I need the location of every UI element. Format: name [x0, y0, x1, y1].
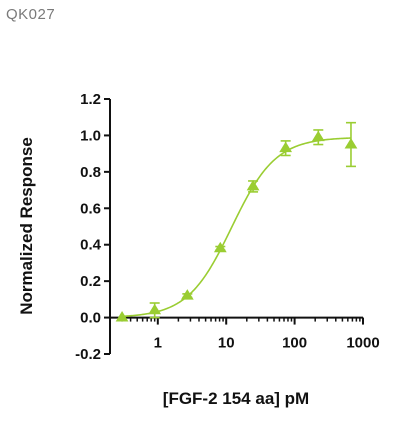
data-point	[246, 179, 260, 191]
data-point-layer	[115, 130, 358, 322]
data-point	[279, 141, 293, 153]
y-tick-label: 0.6	[80, 200, 101, 217]
product-code: QK027	[6, 6, 56, 23]
data-point	[115, 311, 129, 322]
data-point	[213, 241, 227, 253]
fit-curve-layer	[121, 137, 351, 318]
error-bar-layer	[149, 121, 356, 319]
x-tick-label: 100	[282, 335, 307, 352]
y-tick-label: 1.0	[80, 127, 101, 144]
y-tick-label: 1.2	[80, 91, 101, 108]
axes: -0.2 0.0 0.2 0.4 0.6 0.8 1.0 1.2 1 10 100 1000	[75, 91, 380, 363]
y-tick-label: 0.8	[80, 164, 101, 181]
data-point	[180, 289, 194, 300]
x-tick-label: 1	[154, 335, 162, 352]
data-point	[148, 303, 162, 315]
y-axis-title: Normalized Response	[17, 137, 36, 315]
data-point	[344, 137, 358, 149]
x-axis-title: [FGF-2 154 aa] pM	[163, 389, 309, 408]
y-tick-label: -0.2	[75, 346, 101, 363]
y-tick-label: 0.2	[80, 273, 101, 290]
y-tick-label: 0.4	[80, 237, 102, 254]
data-point	[311, 130, 325, 142]
x-tick-label: 10	[218, 335, 235, 352]
fit-curve	[121, 137, 351, 318]
y-tick-label: 0.0	[80, 310, 101, 327]
x-tick-label: 1000	[346, 335, 379, 352]
